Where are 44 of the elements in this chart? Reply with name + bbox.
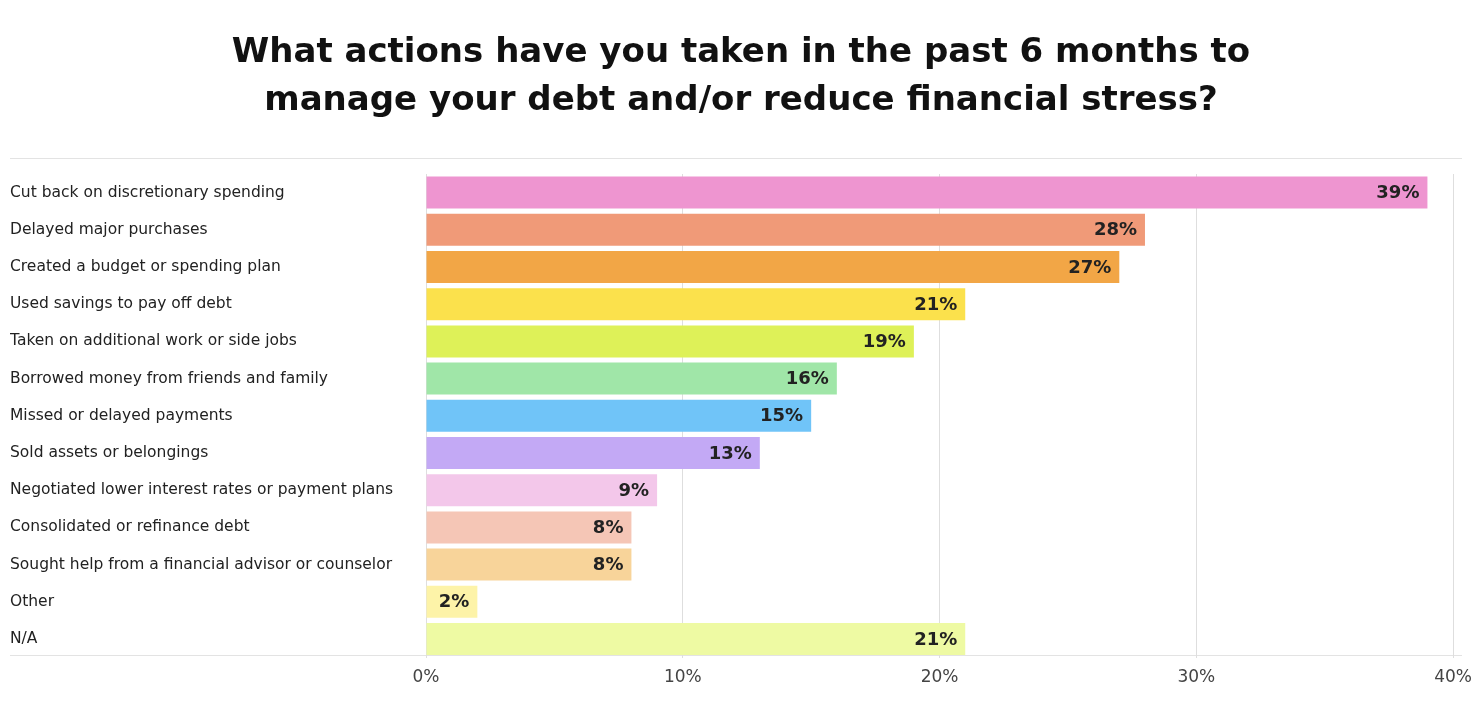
data-label: 16% <box>785 367 829 389</box>
y-tick-label: Taken on additional work or side jobs <box>9 331 297 350</box>
x-tick-label: 40% <box>1434 666 1473 687</box>
x-tick-label: 30% <box>1177 666 1216 687</box>
data-label: 8% <box>592 553 624 575</box>
y-tick-label: Consolidated or refinance debt <box>10 517 250 536</box>
y-tick-label: Negotiated lower interest rates or payment plans <box>10 480 394 499</box>
data-label: 27% <box>1068 255 1112 277</box>
y-tick-label: N/A <box>10 629 38 648</box>
bar <box>426 474 658 507</box>
y-tick-label: Missed or delayed payments <box>10 405 233 424</box>
x-tick-label: 20% <box>920 666 959 687</box>
y-tick-label: Sold assets or belongings <box>10 443 209 462</box>
bar <box>426 623 966 655</box>
data-label: 13% <box>708 441 752 463</box>
y-tick-label: Sought help from a financial advisor or counselor <box>10 554 393 573</box>
y-tick-label: Borrowed money from friends and family <box>10 368 329 387</box>
x-tick-label: 10% <box>663 666 702 687</box>
data-label: 19% <box>862 330 906 352</box>
y-tick-label: Other <box>10 591 55 610</box>
bar <box>426 251 1120 283</box>
data-label: 21% <box>914 292 958 314</box>
bar <box>426 548 632 581</box>
bar <box>426 511 632 544</box>
x-tick-label: 0% <box>412 666 440 687</box>
data-label: 28% <box>1093 218 1137 240</box>
y-tick-label: Created a budget or spending plan <box>10 257 281 276</box>
data-label: 39% <box>1376 181 1420 203</box>
data-label: 15% <box>760 404 804 426</box>
bar <box>426 176 1428 209</box>
y-tick-label: Delayed major purchases <box>10 219 208 238</box>
bar <box>426 362 837 395</box>
data-label: 21% <box>914 627 958 649</box>
data-label: 8% <box>592 516 624 538</box>
bar <box>426 399 812 432</box>
bar <box>426 288 966 321</box>
bar <box>426 325 914 358</box>
y-tick-label: Cut back on discretionary spending <box>10 182 285 201</box>
bar <box>426 213 1145 246</box>
data-label: 9% <box>618 478 650 500</box>
data-label: 2% <box>438 590 470 612</box>
bar <box>426 437 760 469</box>
y-tick-label: Used savings to pay off debt <box>10 294 232 313</box>
chart-title: What actions have you taken in the past 6 months to manage your debt and/or reduce financial stress? <box>230 29 1252 120</box>
